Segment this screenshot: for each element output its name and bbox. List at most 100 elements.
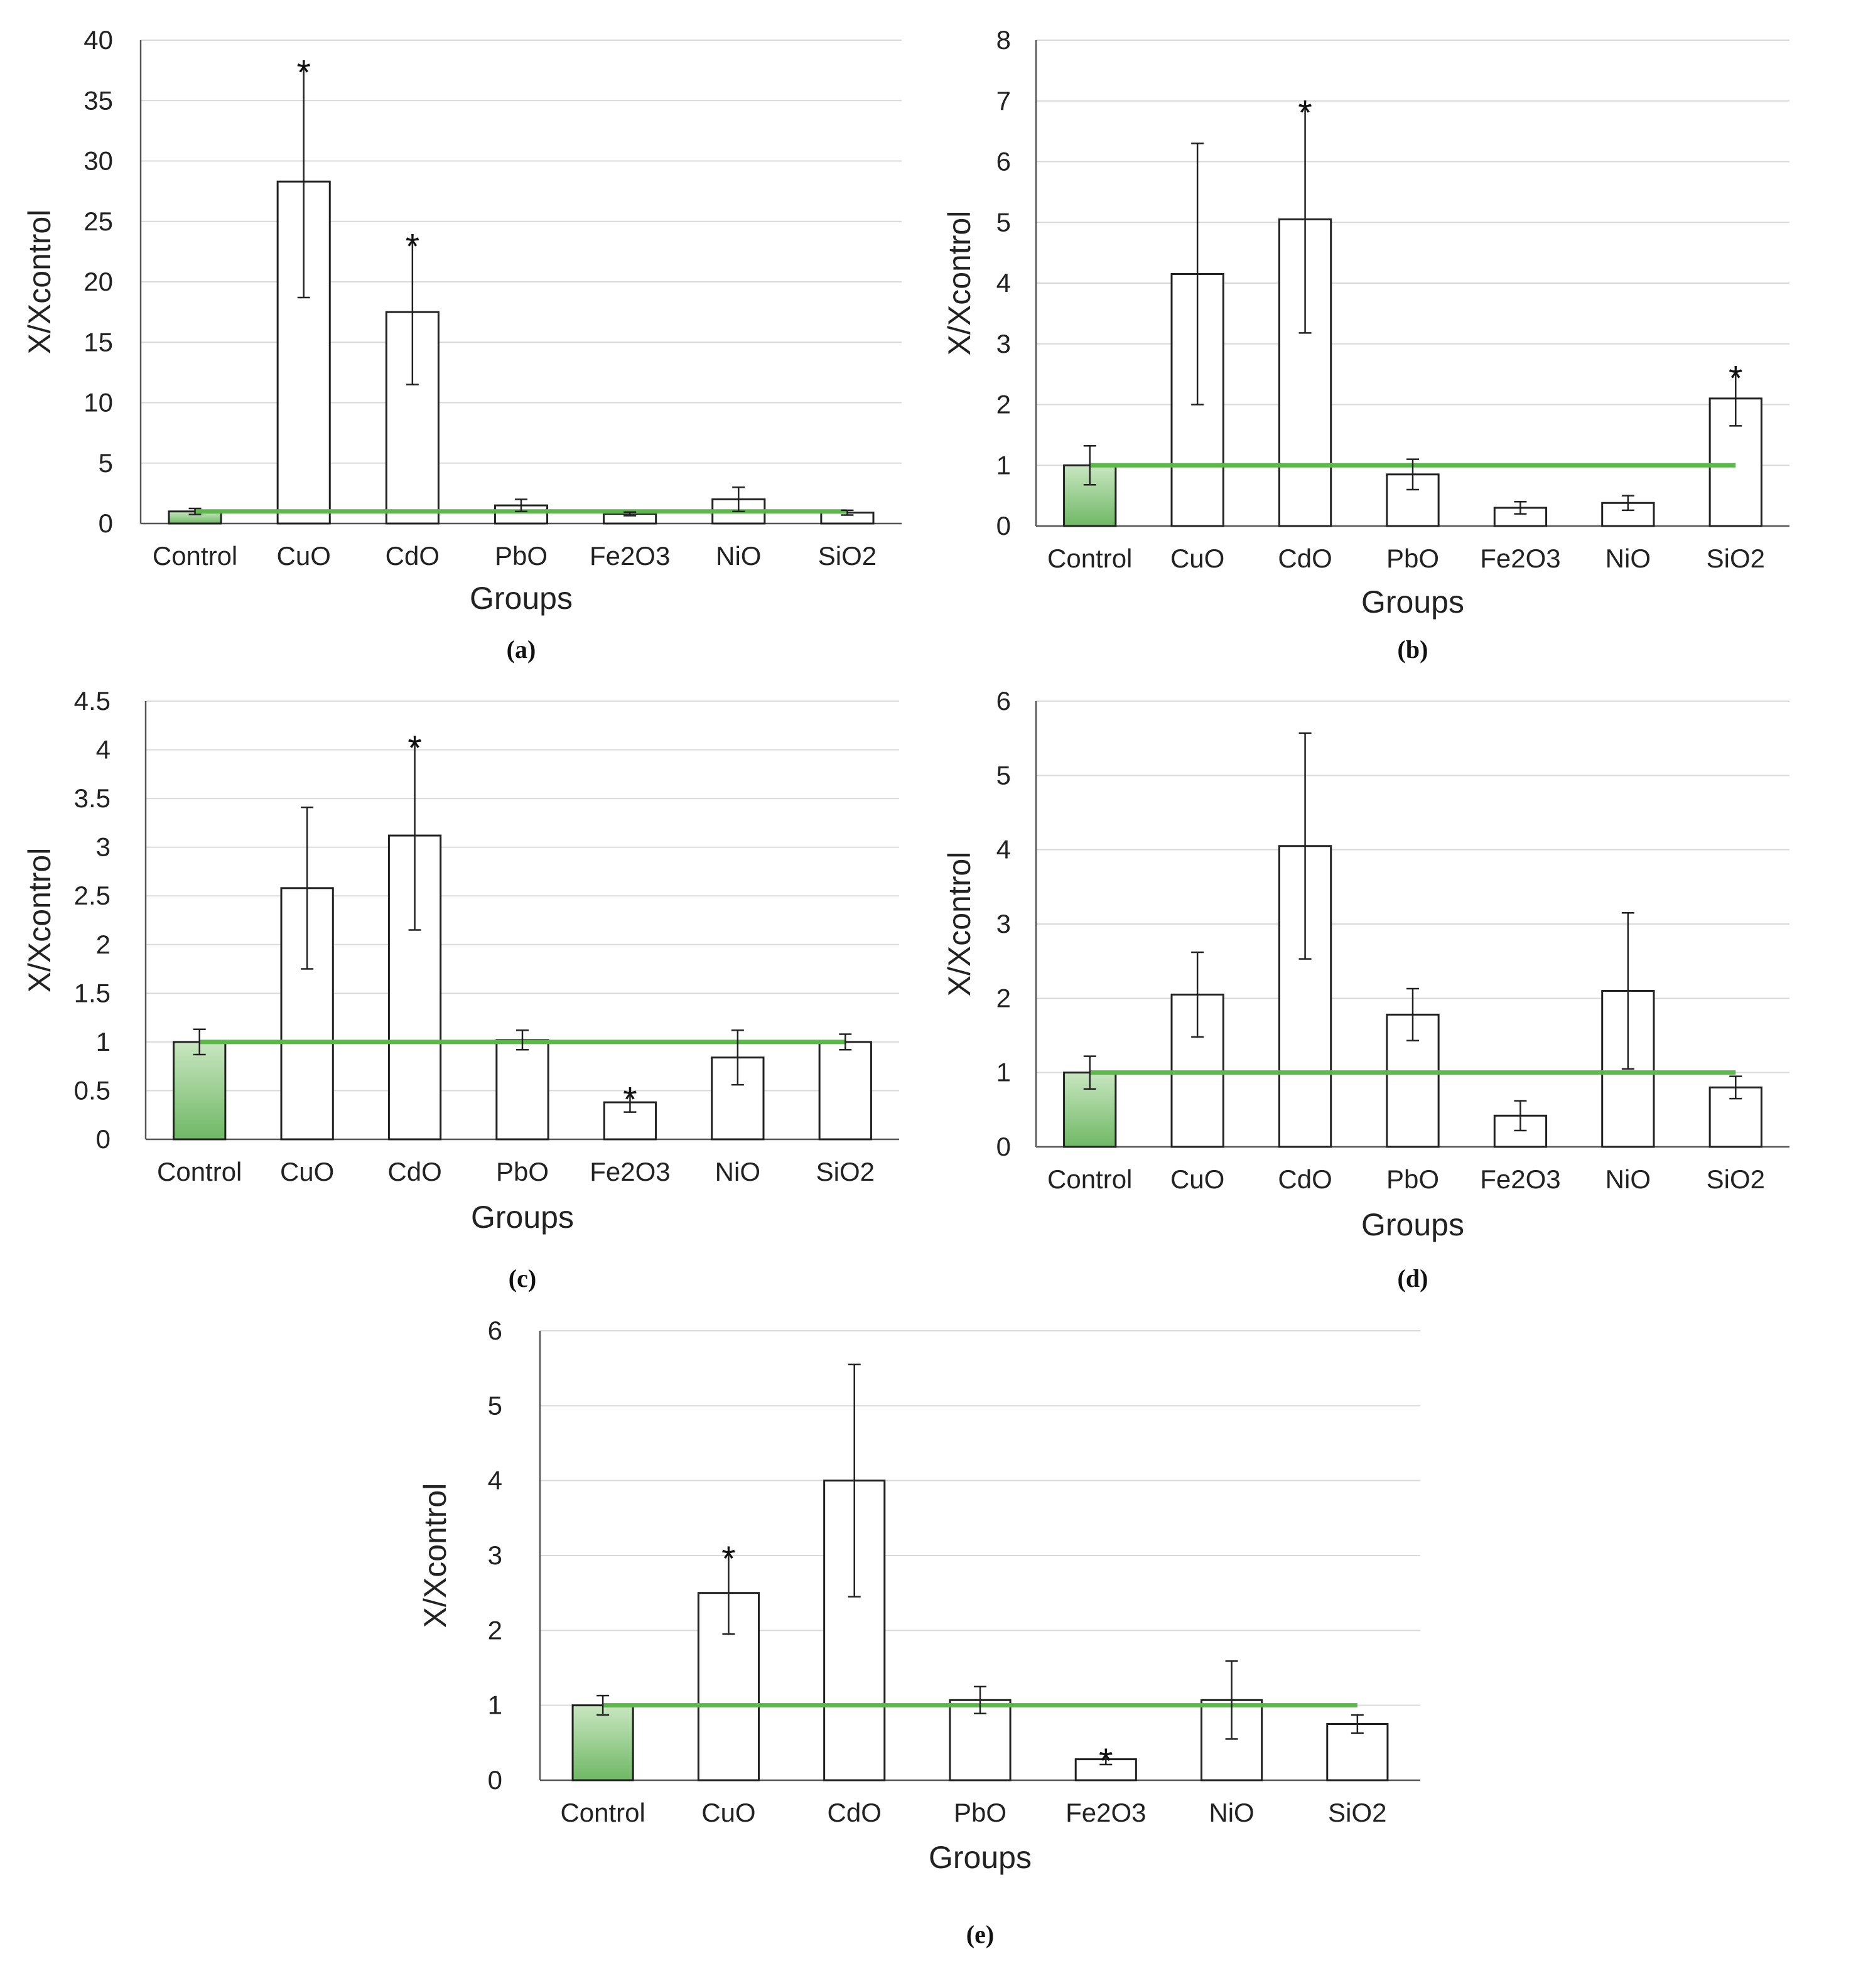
significance-star: *: [1298, 92, 1312, 132]
y-tick-label: 3: [996, 909, 1011, 938]
bar-cuo: [276, 180, 331, 525]
y-tick-label: 3.5: [74, 783, 111, 813]
x-tick-label: Fe2O3: [590, 1157, 670, 1186]
y-tick-label: 3: [96, 832, 111, 862]
significance-star: *: [1729, 358, 1742, 397]
y-tick-label: 1: [488, 1690, 502, 1720]
x-tick-label: NiO: [1605, 544, 1651, 573]
y-tick-label: 15: [84, 327, 113, 357]
y-tick-label: 1: [996, 450, 1011, 480]
x-tick-label: PbO: [954, 1798, 1006, 1827]
y-tick-label: 5: [488, 1390, 502, 1420]
y-axis-title: X/Xcontrol: [22, 210, 57, 355]
chart-panel-a: 0 5 10 15 20 25 30 35 40 * * Control CuO CdO PbO Fe2O3 N…: [22, 25, 902, 664]
y-tick-label: 5: [99, 448, 113, 478]
x-tick-label: CdO: [828, 1798, 882, 1827]
y-tick-label: 40: [84, 25, 113, 55]
y-tick-label: 2: [488, 1615, 502, 1645]
x-tick-label: NiO: [715, 1157, 760, 1186]
x-axis-title: Groups: [929, 1840, 1032, 1875]
y-tick-label: 8: [996, 25, 1011, 55]
x-tick-label: Control: [1047, 1164, 1132, 1194]
y-tick-label: 0: [99, 508, 113, 538]
x-axis-title: Groups: [470, 581, 573, 616]
y-tick-label: 20: [84, 267, 113, 296]
x-tick-label: Control: [560, 1798, 645, 1827]
x-tick-label: SiO2: [818, 541, 877, 571]
panel-label: (e): [966, 1920, 994, 1948]
x-tick-label: Fe2O3: [1480, 544, 1560, 573]
x-axis-title: Groups: [471, 1200, 574, 1235]
y-tick-label: 30: [84, 146, 113, 176]
bar-sio2: [818, 1041, 872, 1141]
chart-panel-b: 0 1 2 3 4 5 6 7 8 * * Control CuO CdO PbO Fe2O3 NiO SiO2 G…: [942, 25, 1789, 664]
x-axis-title: Groups: [1361, 1207, 1464, 1242]
y-axis-title: X/Xcontrol: [418, 1483, 453, 1628]
x-tick-label: Control: [1047, 544, 1132, 573]
y-tick-label: 4: [996, 268, 1011, 298]
y-tick-label: 25: [84, 207, 113, 236]
x-tick-label: CuO: [701, 1798, 755, 1827]
x-tick-label: CuO: [280, 1157, 334, 1186]
x-tick-label: SiO2: [1328, 1798, 1386, 1827]
chart-panel-e: 0 1 2 3 4 5 6 * * Control CuO CdO PbO Fe2O3 NiO SiO2 Gro…: [418, 1316, 1420, 1948]
x-tick-label: PbO: [495, 541, 548, 571]
bar-control: [571, 1704, 634, 1781]
y-tick-label: 2: [996, 390, 1011, 419]
y-axis-title: X/Xcontrol: [942, 211, 977, 356]
y-axis-title: X/Xcontrol: [22, 848, 57, 993]
y-tick-label: 6: [488, 1316, 502, 1345]
significance-star: *: [408, 728, 422, 768]
x-tick-label: NiO: [1605, 1164, 1651, 1194]
y-tick-label: 0: [488, 1765, 502, 1795]
y-tick-label: 1.5: [74, 978, 111, 1007]
x-tick-label: PbO: [496, 1157, 549, 1186]
y-tick-label: 6: [996, 686, 1011, 716]
y-tick-label: 10: [84, 388, 113, 417]
x-tick-label: NiO: [716, 541, 761, 571]
x-tick-label: CuO: [277, 541, 331, 571]
y-tick-label: 0: [996, 1132, 1011, 1161]
panel-label: (c): [509, 1264, 536, 1292]
bar-control: [173, 1041, 227, 1141]
significance-star: *: [722, 1539, 736, 1578]
y-tick-label: 4.5: [74, 686, 111, 716]
bar-cdo: [1278, 845, 1332, 1148]
y-tick-label: 6: [996, 147, 1011, 176]
x-tick-label: CuO: [1170, 1164, 1224, 1194]
y-tick-label: 7: [996, 86, 1011, 116]
y-axis-title: X/Xcontrol: [942, 852, 977, 997]
panel-label: (a): [507, 635, 536, 664]
x-tick-label: PbO: [1386, 544, 1439, 573]
y-tick-label: 3: [996, 329, 1011, 358]
x-tick-label: Fe2O3: [590, 541, 670, 571]
y-tick-label: 2: [96, 930, 111, 959]
x-tick-label: CdO: [1278, 1164, 1332, 1194]
significance-star: *: [297, 52, 311, 92]
y-tick-label: 2: [996, 983, 1011, 1013]
significance-star: *: [623, 1080, 637, 1119]
y-tick-label: 3: [488, 1540, 502, 1570]
x-tick-label: Control: [153, 541, 237, 571]
y-tick-label: 4: [996, 835, 1011, 864]
y-tick-label: 0: [96, 1124, 111, 1154]
chart-panel-d: 0 1 2 3 4 5 6 Control CuO CdO PbO Fe2O3 NiO SiO2 Group…: [942, 686, 1789, 1292]
x-tick-label: Fe2O3: [1480, 1164, 1560, 1194]
x-axis-title: Groups: [1361, 584, 1464, 620]
bar-pbo: [495, 1039, 549, 1141]
y-tick-label: 4: [488, 1466, 502, 1495]
chart-panel-c: 0 0.5 1 1.5 2 2.5 3 3.5 4 4.5 * * Control CuO CdO PbO Fe…: [22, 686, 899, 1292]
bar-cdo: [385, 311, 440, 525]
significance-star: *: [406, 227, 419, 266]
bar-fe2o3: [603, 1101, 657, 1141]
x-tick-label: Fe2O3: [1066, 1798, 1146, 1827]
x-tick-label: PbO: [1386, 1164, 1439, 1194]
y-tick-label: 2.5: [74, 881, 111, 910]
y-tick-label: 35: [84, 85, 113, 115]
x-tick-label: CdO: [387, 1157, 441, 1186]
x-tick-label: NiO: [1209, 1798, 1254, 1827]
y-tick-label: 5: [996, 207, 1011, 237]
panel-label: (d): [1398, 1264, 1428, 1292]
x-tick-label: Control: [157, 1157, 242, 1186]
significance-star: *: [1099, 1741, 1113, 1780]
